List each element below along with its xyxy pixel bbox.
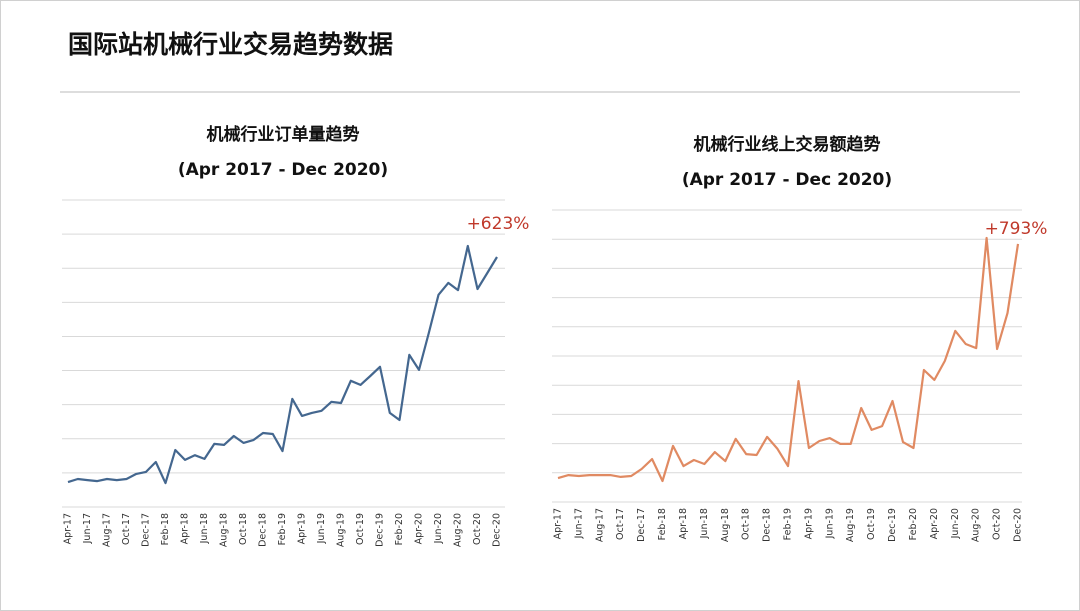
x-tick-label: Apr-19: [803, 508, 814, 539]
x-tick-label: Feb-19: [277, 513, 288, 545]
chart-title: 机械行业线上交易额趋势: [694, 134, 881, 155]
x-tick-label: Apr-17: [63, 513, 74, 544]
x-tick-label: Jun-18: [199, 513, 210, 544]
chart-subtitle: (Apr 2017 - Dec 2020): [682, 170, 892, 190]
x-tick-label: Jun-19: [316, 513, 327, 544]
x-tick-label: Aug-17: [102, 513, 113, 547]
x-tick-label: Dec-17: [141, 513, 152, 547]
x-tick-label: Feb-19: [783, 508, 794, 540]
x-tick-label: Aug-18: [219, 513, 230, 547]
x-tick-label: Jun-20: [433, 513, 444, 544]
x-tick-label: Feb-20: [908, 508, 919, 540]
x-tick-label: Dec-19: [375, 513, 386, 547]
x-tick-label: Oct-20: [992, 508, 1003, 540]
x-tick-label: Apr-17: [553, 508, 564, 539]
x-tick-label: Dec-19: [887, 508, 898, 542]
x-tick-label: Aug-20: [971, 508, 982, 542]
x-tick-label: Apr-20: [414, 513, 425, 544]
x-tick-label: Feb-18: [657, 508, 668, 540]
x-tick-label: Oct-17: [121, 513, 132, 545]
x-tick-label: Dec-18: [258, 513, 269, 547]
x-tick-label: Jun-20: [950, 508, 961, 539]
x-tick-label: Oct-19: [355, 513, 366, 545]
x-tick-label: Oct-18: [238, 513, 249, 545]
x-tick-label: Feb-20: [394, 513, 405, 545]
x-tick-label: Aug-20: [453, 513, 464, 547]
x-tick-label: Dec-18: [762, 508, 773, 542]
x-tick-label: Apr-18: [678, 508, 689, 539]
chart-subtitle: (Apr 2017 - Dec 2020): [178, 160, 388, 180]
x-tick-label: Apr-19: [297, 513, 308, 544]
annotation: +623%: [467, 214, 530, 234]
x-tick-label: Jun-19: [824, 508, 835, 539]
x-tick-label: Oct-20: [472, 513, 483, 545]
x-tick-label: Oct-17: [615, 508, 626, 540]
x-tick-label: Dec-20: [492, 513, 503, 547]
x-tick-label: Dec-17: [636, 508, 647, 542]
x-tick-label: Aug-17: [594, 508, 605, 542]
x-tick-label: Aug-19: [845, 508, 856, 542]
x-tick-label: Jun-18: [699, 508, 710, 539]
x-tick-label: Jun-17: [82, 513, 93, 544]
slide-title: 国际站机械行业交易趋势数据: [68, 30, 393, 59]
series-line: [557, 236, 1020, 483]
x-tick-label: Jun-17: [573, 508, 584, 539]
x-tick-label: Feb-18: [160, 513, 171, 545]
x-tick-label: Apr-18: [180, 513, 191, 544]
x-tick-label: Dec-20: [1013, 508, 1024, 542]
x-tick-label: Aug-18: [720, 508, 731, 542]
x-tick-label: Oct-19: [866, 508, 877, 540]
x-tick-label: Apr-20: [929, 508, 940, 539]
chart-title: 机械行业订单量趋势: [207, 124, 360, 145]
annotation: +793%: [985, 219, 1048, 239]
series-line: [67, 244, 498, 485]
x-tick-label: Aug-19: [336, 513, 347, 547]
x-tick-label: Oct-18: [741, 508, 752, 540]
